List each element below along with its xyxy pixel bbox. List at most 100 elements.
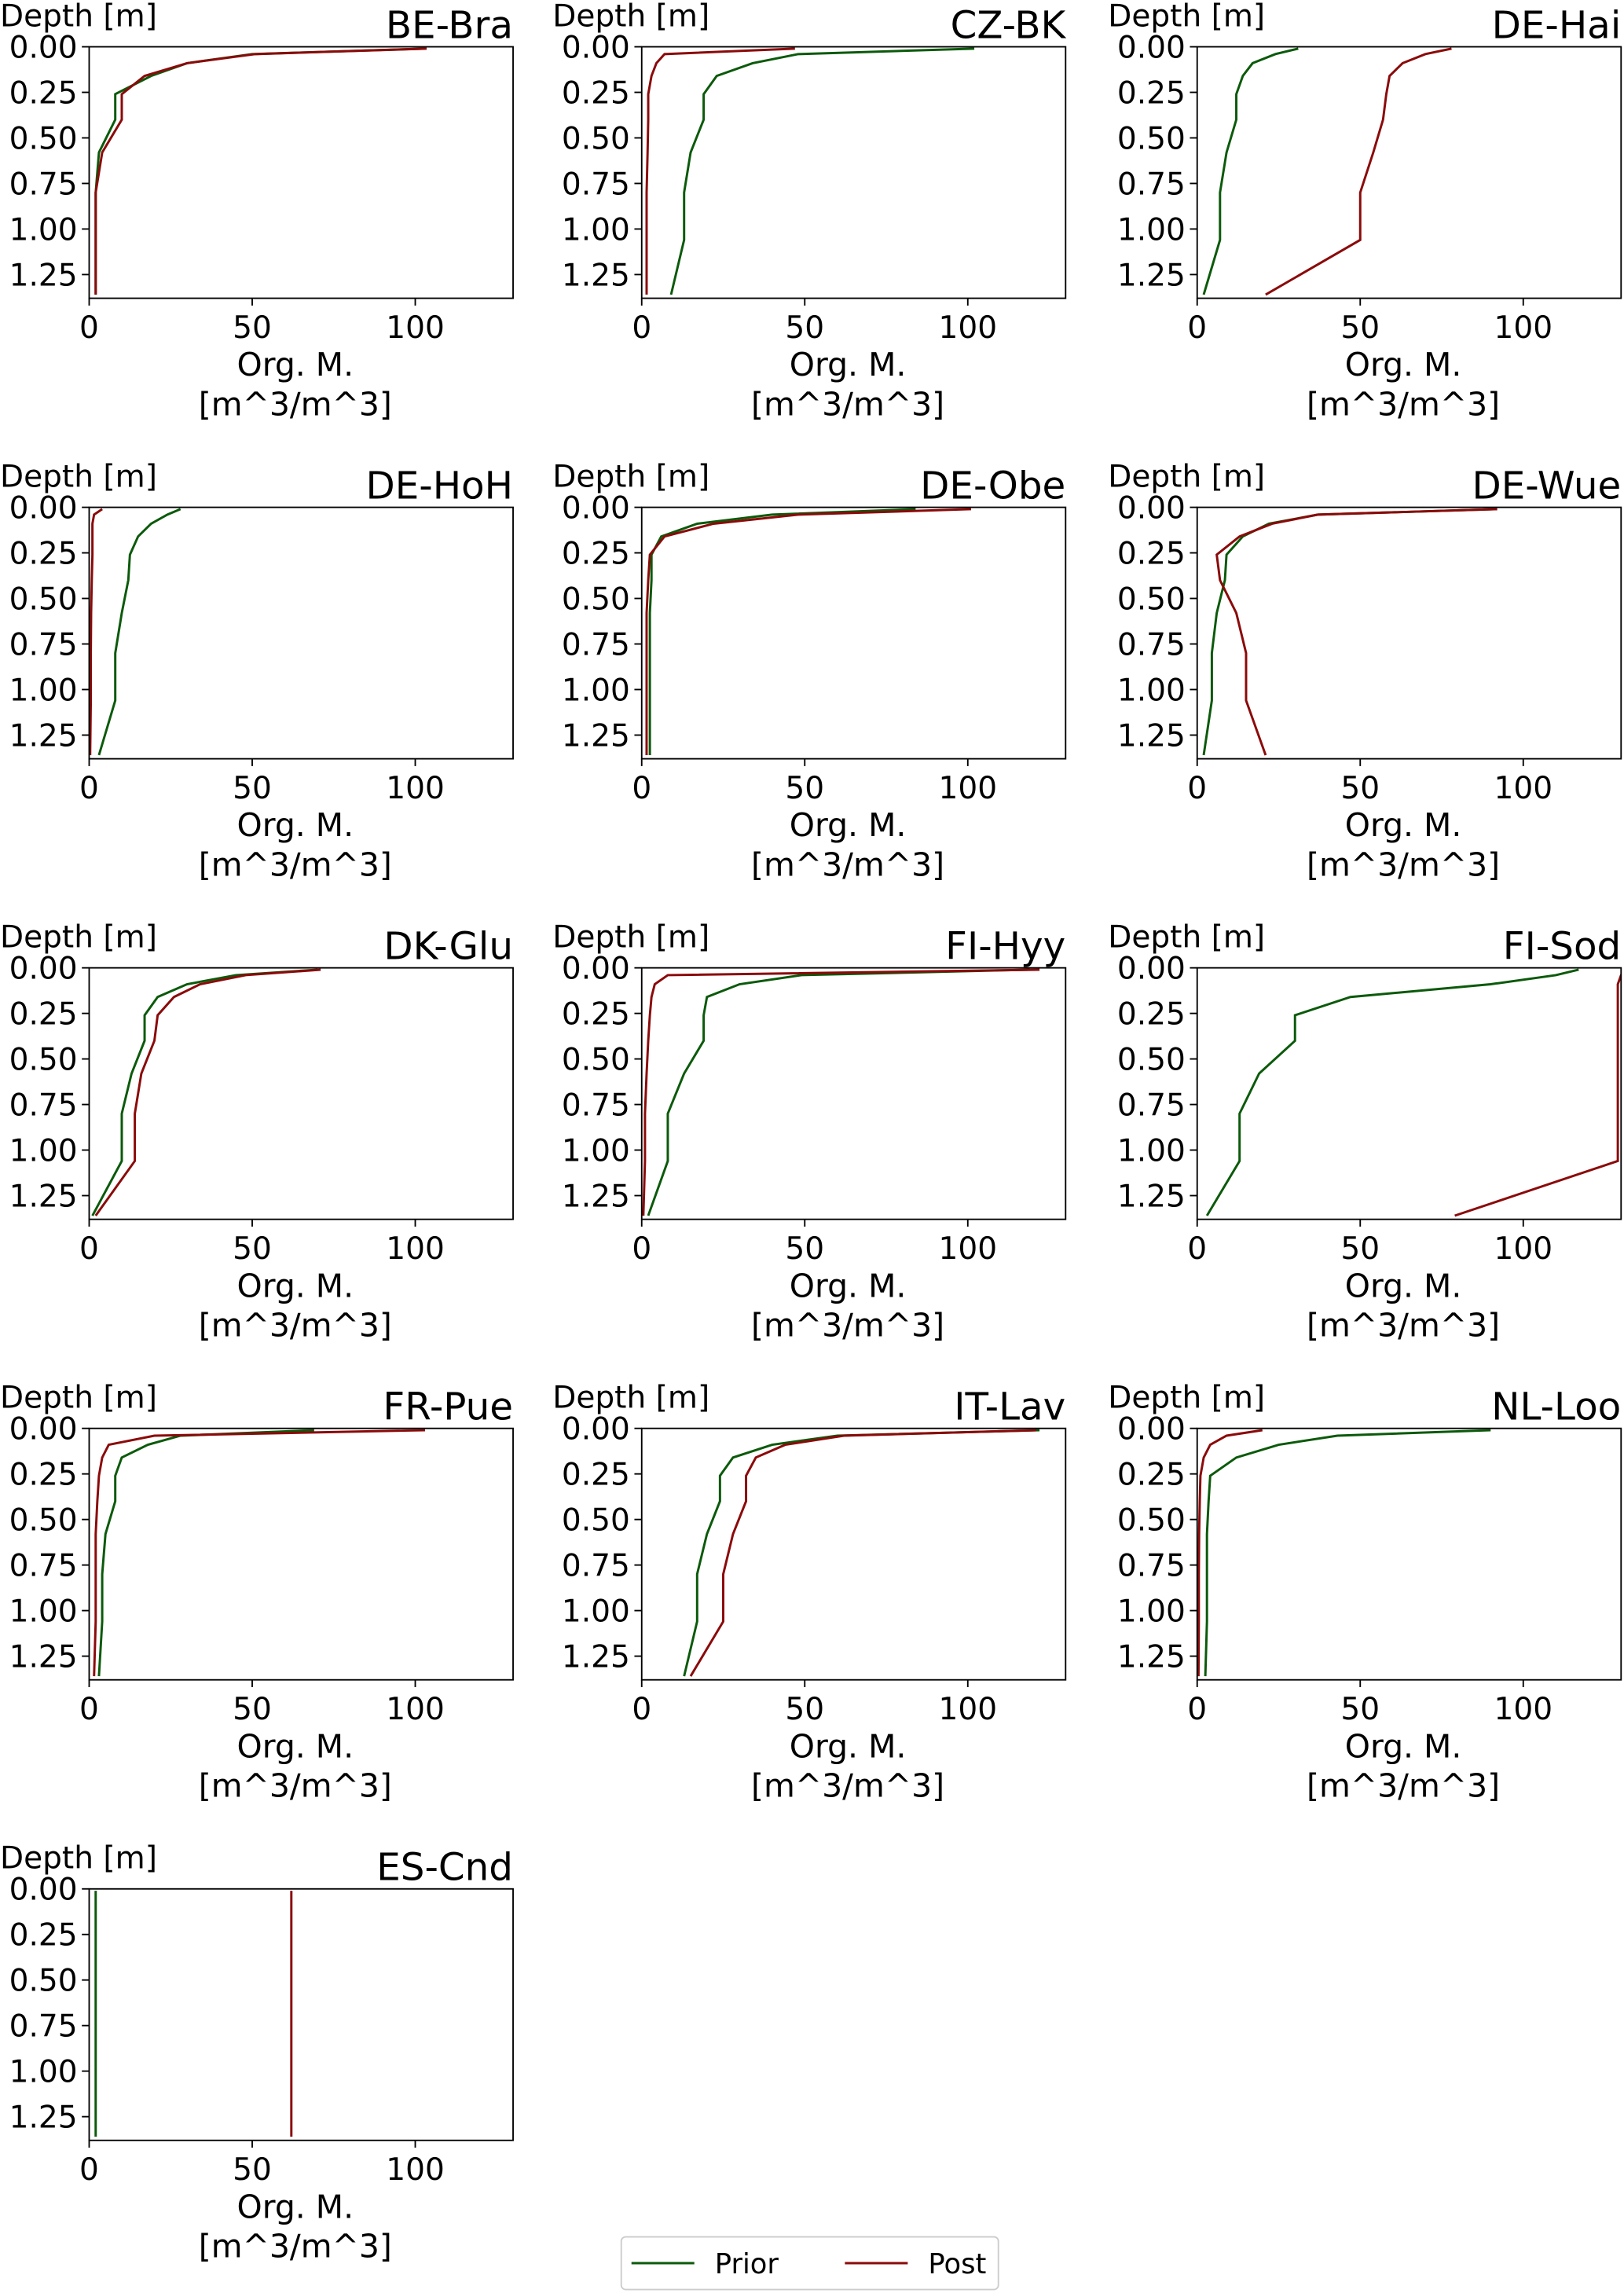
panel-title: DK-Glu: [383, 924, 513, 968]
y-tick-label: 0.75: [1117, 1088, 1186, 1124]
panel: 0.00 0.25 0.50 0.75 1.00 1.250 50 100 Org. M.[m^…: [0, 1841, 514, 2265]
profile-line: [94, 968, 321, 1216]
panel: 0.00 0.25 0.50 0.75 1.00 1.250 50 100 Org. M.[m^…: [552, 920, 1067, 1344]
panel-title: CZ-BK: [951, 3, 1067, 47]
y-tick-label: 0.50: [562, 121, 630, 156]
x-tick-label: 100: [939, 1231, 998, 1267]
y-tick-label: 0.75: [9, 167, 78, 202]
y-tick-label: 0.00: [562, 1412, 630, 1447]
y-axis-label: Depth [m]: [0, 460, 157, 495]
profile-line: [97, 508, 181, 756]
x-axis-label: Org. M.: [1345, 806, 1462, 844]
y-tick-label: 1.00: [562, 1133, 630, 1169]
y-tick-label: 1.00: [9, 673, 78, 708]
x-axis-label: Org. M.: [237, 2188, 354, 2225]
x-axis-label: Org. M.: [237, 1267, 354, 1304]
panel: 0.00 0.25 0.50 0.75 1.00 1.250 50 100 Org. M.[m^…: [0, 0, 514, 423]
panel-title: FR-Pue: [383, 1385, 513, 1429]
y-tick-label: 0.25: [562, 997, 630, 1033]
profile-line: [94, 47, 426, 295]
y-tick-label: 1.00: [9, 2055, 78, 2090]
y-tick-label: 0.00: [9, 952, 78, 987]
axes-frame: [1196, 967, 1622, 1220]
y-tick-label: 1.25: [9, 2100, 78, 2136]
y-tick-label: 0.00: [562, 491, 630, 526]
x-tick-label: 50: [1340, 1231, 1380, 1267]
panel-title: DE-Obe: [920, 464, 1065, 508]
y-axis-label: Depth [m]: [552, 920, 709, 956]
axes-frame: [640, 1427, 1067, 1681]
x-axis-label: [m^3/m^3]: [751, 385, 944, 423]
x-axis-label: Org. M.: [1345, 346, 1462, 383]
axes-frame: [640, 967, 1067, 1220]
x-axis-label: [m^3/m^3]: [199, 846, 392, 883]
x-tick-label: 100: [386, 310, 445, 346]
y-tick-label: 0.00: [1117, 1412, 1186, 1447]
x-tick-label: 0: [632, 771, 651, 806]
x-tick-label: 0: [79, 2152, 99, 2188]
x-axis-label: [m^3/m^3]: [1307, 1767, 1500, 1805]
x-axis-label: [m^3/m^3]: [199, 1767, 392, 1805]
y-tick-label: 0.50: [9, 1503, 78, 1539]
panel: 0.00 0.25 0.50 0.75 1.00 1.250 50 100 Org. M.[m^…: [0, 1381, 514, 1805]
profile-line: [683, 1429, 1040, 1677]
y-tick-label: 0.25: [9, 997, 78, 1033]
profile-line: [1202, 47, 1299, 295]
y-tick-label: 0.25: [9, 537, 78, 572]
y-tick-label: 1.00: [562, 673, 630, 708]
y-axis-label: Depth [m]: [1108, 0, 1265, 34]
panel: 0.00 0.25 0.50 0.75 1.00 1.250 50 100 Org. M.[m^…: [552, 1381, 1067, 1805]
x-tick-label: 50: [785, 1692, 824, 1727]
x-tick-label: 100: [1494, 1231, 1553, 1267]
profile-line: [89, 508, 103, 755]
x-tick-label: 0: [1187, 771, 1207, 806]
y-axis-label: Depth [m]: [0, 0, 157, 34]
x-tick-label: 0: [632, 310, 651, 346]
x-tick-label: 50: [785, 1231, 824, 1267]
x-tick-label: 0: [1187, 1692, 1207, 1727]
panel: 0.00 0.25 0.50 0.75 1.00 1.250 50 100 Org. M.[m^…: [0, 920, 514, 1344]
y-tick-label: 1.25: [562, 1640, 630, 1675]
profile-line: [1197, 1429, 1263, 1677]
y-tick-label: 0.00: [562, 30, 630, 65]
y-tick-label: 0.25: [1117, 1458, 1186, 1493]
axes-frame: [1196, 506, 1622, 760]
axes-frame: [88, 1427, 514, 1681]
y-tick-label: 0.75: [9, 2009, 78, 2045]
x-tick-label: 100: [939, 310, 998, 346]
x-axis-label: Org. M.: [790, 346, 907, 383]
x-tick-label: 50: [233, 1692, 272, 1727]
profile-line: [93, 1429, 426, 1677]
x-tick-label: 100: [386, 771, 445, 806]
y-tick-label: 0.50: [562, 1043, 630, 1078]
profile-line: [645, 508, 971, 755]
x-axis-label: [m^3/m^3]: [1307, 1306, 1500, 1344]
y-tick-label: 0.00: [1117, 952, 1186, 987]
y-tick-label: 0.00: [9, 1873, 78, 1908]
panel-title: FI-Hyy: [945, 924, 1065, 968]
y-tick-label: 1.25: [1117, 1640, 1186, 1675]
y-tick-label: 0.50: [9, 1964, 78, 1999]
profile-line: [648, 508, 916, 755]
x-tick-label: 100: [386, 1231, 445, 1267]
x-axis-label: [m^3/m^3]: [751, 1767, 944, 1805]
panel: 0.00 0.25 0.50 0.75 1.00 1.250 50 100 Org. M.[m^…: [0, 460, 514, 883]
axes-frame: [88, 1888, 514, 2141]
profile-line: [94, 47, 427, 295]
axes-frame: [88, 506, 514, 760]
y-tick-label: 0.25: [1117, 75, 1186, 111]
y-axis-label: Depth [m]: [1108, 1381, 1265, 1416]
panel-title: ES-Cnd: [376, 1846, 513, 1890]
x-axis-label: [m^3/m^3]: [1307, 846, 1500, 883]
profile-line: [1454, 973, 1622, 1217]
y-tick-label: 0.25: [562, 75, 630, 111]
y-tick-label: 0.00: [9, 1412, 78, 1447]
y-axis-label: Depth [m]: [0, 920, 157, 956]
y-axis-label: Depth [m]: [0, 1381, 157, 1416]
x-axis-label: Org. M.: [237, 346, 354, 383]
x-axis-label: Org. M.: [790, 1267, 907, 1304]
y-tick-label: 0.50: [9, 121, 78, 156]
x-tick-label: 0: [632, 1692, 651, 1727]
profile-line: [1204, 1429, 1491, 1677]
